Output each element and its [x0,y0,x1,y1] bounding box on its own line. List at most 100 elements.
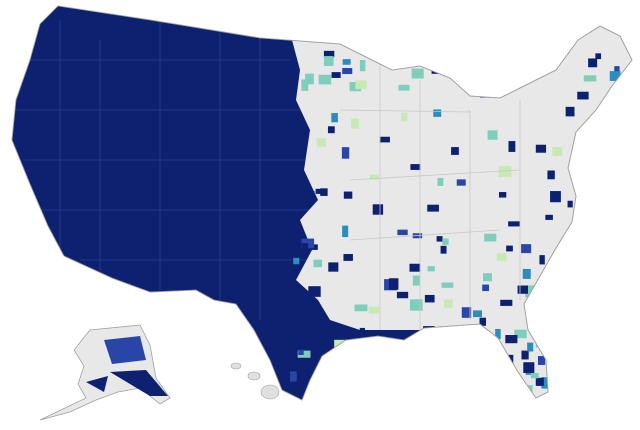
county-patch [486,378,494,385]
county-patch [577,91,589,100]
county-patch [585,372,596,382]
county-patch [397,229,408,236]
county-patch [592,248,606,255]
county-patch [324,56,334,66]
county-patch [629,397,632,400]
county-patch [343,254,353,261]
county-patch [592,360,602,367]
county-patch [588,58,598,68]
county-patch [298,349,304,356]
county-patch [368,363,380,375]
county-patch [598,326,612,334]
county-patch [490,40,499,49]
county-patch [505,335,518,344]
county-patch [437,177,444,186]
county-patch [548,389,560,397]
county-patch [575,167,583,174]
county-patch [354,304,368,312]
county-patch [609,245,616,254]
county-patch [625,137,632,146]
county-patch [308,286,321,297]
county-patch [508,221,520,227]
county-patch [483,392,496,400]
county-patch [622,279,631,287]
county-patch [495,328,501,340]
county-patch [598,348,610,356]
county-patch [523,362,535,373]
county-patch [586,370,597,377]
county-patch [544,289,552,300]
county-patch [508,141,516,152]
county-patch [550,191,561,203]
county-patch [409,299,423,311]
county-patch [498,166,512,177]
county-patch [394,371,401,380]
hawaii-island [230,362,242,370]
county-patch [614,323,622,334]
county-patch [359,59,366,72]
county-patch [301,191,315,197]
county-patch [342,59,351,65]
county-patch [307,316,319,326]
county-patch [521,385,533,395]
county-patch [472,310,482,318]
county-patch [527,342,534,352]
county-patch [530,373,539,379]
county-patch [444,299,453,308]
county-patch [472,359,480,370]
county-borders [15,20,320,320]
county-patch [341,147,350,159]
county-patch [587,137,596,144]
county-patch [605,319,617,331]
county-patch [521,244,532,254]
county-patch [290,303,297,309]
county-patch [514,382,521,394]
county-patch [609,71,621,81]
county-patch [372,204,384,215]
county-patch [517,393,523,400]
alaska-land [39,324,171,421]
county-patch [558,43,569,54]
county-patch [299,309,310,315]
county-patch [323,50,335,58]
county-patch [423,339,432,350]
county-patch [305,73,314,85]
county-patch [388,278,399,290]
county-patch [567,200,573,208]
alaska-region [86,376,108,392]
county-patch [316,138,326,147]
county-patch [412,275,420,286]
county-patch [350,357,359,364]
county-patch [461,307,472,318]
county-patch [436,236,443,242]
county-patch [522,268,531,279]
county-patch [435,51,447,63]
county-patch [313,259,323,268]
county-patch [612,383,619,391]
county-patch [484,233,497,242]
county-patch [589,353,602,364]
county-patch [451,147,459,155]
county-patch [498,192,507,198]
county-patch [327,370,339,383]
county-patch [339,366,349,376]
county-patch [506,245,513,252]
county-patch [404,398,414,400]
county-patch [424,294,435,303]
county-patch [371,365,382,374]
county-patch [356,42,367,53]
county-patch [423,326,435,332]
county-patch [521,350,529,360]
county-patch [487,130,498,140]
county-patch [483,273,492,282]
county-patch [552,147,563,156]
county-patch [500,299,513,306]
alaska-region [104,336,146,364]
county-patch [581,332,591,340]
county-patch [500,80,512,91]
county-patch [351,118,359,129]
county-patch [331,113,338,123]
county-patch [448,326,456,333]
